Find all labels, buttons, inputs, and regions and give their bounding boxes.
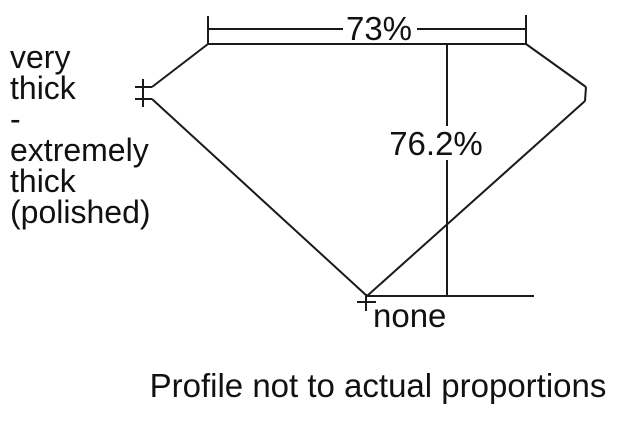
girdle-label-line-3: - [10,101,21,137]
pavilion-edge-left [151,98,368,297]
depth-percent-label: 76.2% [389,125,483,162]
girdle-label-line-4: extremely [10,132,149,168]
girdle-label-line-1: very [10,39,70,75]
girdle-edge-right [584,86,587,102]
crown-edge-left [151,43,209,88]
girdle-label-line-6: (polished) [10,194,151,230]
crown-edge-right [525,43,587,88]
pavilion-edge-right [366,100,586,297]
caption-text: Profile not to actual proportions [150,367,607,404]
girdle-label-line-2: thick [10,70,77,106]
girdle-label-line-5: thick [10,163,77,199]
table-percent-label: 73% [346,10,412,47]
culet-label: none [373,297,446,334]
